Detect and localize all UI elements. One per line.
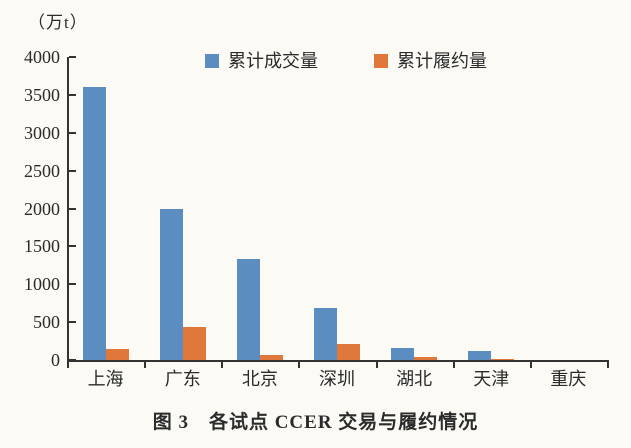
legend-item-fulfilled: 累计履约量 <box>374 52 487 70</box>
x-axis-tick <box>221 362 224 368</box>
bar <box>468 351 492 360</box>
y-axis-tick <box>69 359 76 361</box>
bar <box>491 358 515 360</box>
y-axis-tick <box>69 56 76 58</box>
bar <box>391 347 415 360</box>
bar <box>105 348 129 360</box>
y-axis-tick-label: 4000 <box>24 47 60 67</box>
y-axis-tick <box>69 245 76 248</box>
y-axis-tick-label: 3500 <box>24 84 60 105</box>
y-axis-tick <box>69 169 76 172</box>
y-axis-tick-label: 0 <box>51 350 60 370</box>
x-axis-category-label: 广东 <box>164 369 201 389</box>
bar <box>159 208 183 360</box>
bar <box>236 259 260 360</box>
y-axis-line <box>67 57 69 360</box>
x-axis-tick <box>375 362 378 368</box>
y-axis-tick-label: 1500 <box>24 236 60 257</box>
y-axis-tick <box>69 207 76 210</box>
y-axis-unit-label: （万t） <box>28 13 88 32</box>
x-axis-tick <box>529 362 532 368</box>
x-axis-line <box>67 360 609 362</box>
legend-item-traded: 累计成交量 <box>205 52 318 70</box>
y-axis-tick-label: 1000 <box>24 274 60 295</box>
legend-swatch-fulfilled <box>374 54 388 68</box>
y-axis-tick-label: 500 <box>33 312 60 333</box>
y-axis-tick-label: 2500 <box>24 160 60 181</box>
bar <box>182 327 206 360</box>
y-axis-tick <box>69 283 76 286</box>
x-axis-tick <box>298 362 301 368</box>
bar <box>314 308 337 360</box>
x-axis-tick <box>452 362 455 368</box>
x-axis-category-label: 湖北 <box>396 369 433 389</box>
chart-legend: 累计成交量 累计履约量 <box>205 52 487 70</box>
legend-label-fulfilled: 累计履约量 <box>397 51 487 71</box>
x-axis-tick <box>607 362 609 368</box>
x-axis-tick <box>67 362 69 368</box>
y-axis-tick-label: 3000 <box>24 122 60 143</box>
bar <box>259 355 283 360</box>
x-axis-category-label: 天津 <box>473 369 510 389</box>
legend-label-traded: 累计成交量 <box>228 51 318 71</box>
y-axis-tick <box>69 321 76 324</box>
y-axis-tick <box>69 131 76 134</box>
y-axis-tick-label: 2000 <box>24 198 60 219</box>
y-axis-tick <box>69 93 76 96</box>
x-axis-tick <box>144 362 147 368</box>
legend-swatch-traded <box>205 54 219 68</box>
x-axis-category-label: 北京 <box>241 369 278 389</box>
figure-caption: 图 3 各试点 CCER 交易与履约情况 <box>152 412 479 433</box>
x-axis-category-label: 上海 <box>87 369 124 389</box>
bar <box>414 357 438 360</box>
x-axis-category-label: 重庆 <box>550 369 587 389</box>
bar <box>82 87 106 360</box>
x-axis-category-label: 深圳 <box>318 369 355 389</box>
bar <box>337 344 360 360</box>
